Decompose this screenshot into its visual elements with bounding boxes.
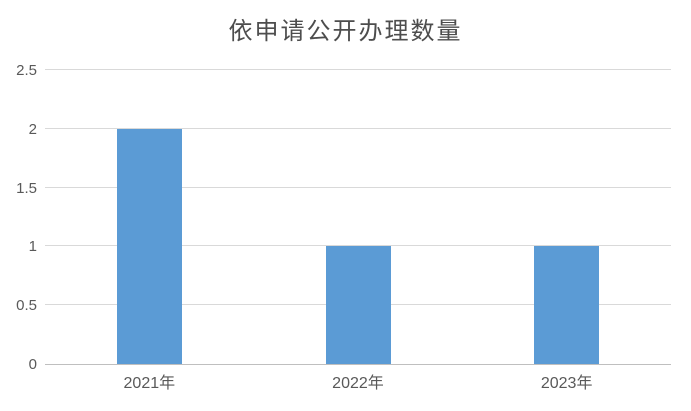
y-axis-tick-label: 1 (28, 238, 37, 256)
y-axis-tick-label: 2 (28, 120, 37, 138)
x-axis-label: 2023年 (540, 375, 593, 392)
x-axis-line (45, 364, 671, 365)
chart-title: 依申请公开办理数量 (228, 19, 463, 45)
bar-2023年 (534, 246, 600, 364)
y-axis-tick-label: 0.5 (16, 297, 37, 315)
y-axis-tick-label: 0 (28, 356, 37, 373)
plot-area (45, 69, 671, 365)
gridline (45, 69, 671, 70)
bar-2021年 (116, 128, 182, 364)
gridline (45, 186, 671, 188)
y-axis-tick-label: 1.5 (16, 179, 37, 197)
gridline (45, 245, 671, 247)
y-axis-tick-label: 2.5 (16, 62, 37, 79)
gridline (45, 127, 671, 129)
bar-2022年 (325, 246, 391, 364)
x-axis-label: 2022年 (332, 375, 384, 392)
x-axis-label: 2021年 (123, 375, 176, 392)
